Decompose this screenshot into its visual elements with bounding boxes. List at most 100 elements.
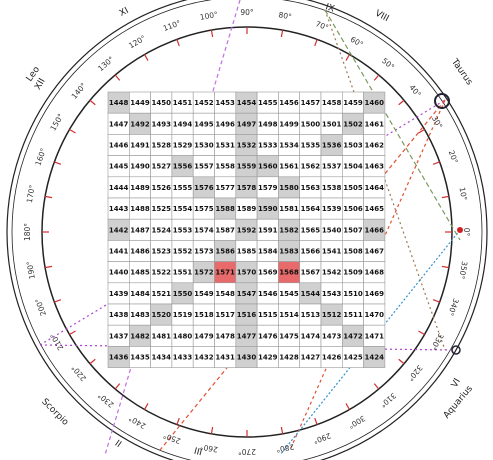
cell-number: 1457	[301, 99, 321, 107]
cell-number: 1474	[301, 332, 321, 340]
cell-number: 1429	[258, 354, 278, 362]
cell-number: 1571	[215, 269, 235, 277]
cell-number: 1452	[194, 99, 214, 107]
cell-number: 1510	[343, 290, 363, 298]
cell-number: 1549	[194, 290, 214, 298]
outer-ring	[6, 0, 488, 460]
degree-tick	[54, 161, 62, 165]
cell-number: 1508	[343, 248, 363, 256]
cell-number: 1484	[130, 290, 150, 298]
house-label: VI	[450, 377, 463, 390]
cell-number: 1475	[279, 332, 299, 340]
degree-label: 180°	[23, 223, 32, 241]
cell-number: 1466	[365, 226, 385, 234]
house-label: XI	[118, 6, 130, 19]
degree-tick	[69, 128, 76, 134]
cell-number: 1516	[237, 311, 257, 319]
cell-number: 1480	[173, 332, 193, 340]
cell-number: 1513	[301, 311, 321, 319]
cell-number: 1521	[152, 290, 172, 298]
degree-label: 100°	[199, 10, 219, 22]
degree-label: 170°	[25, 184, 37, 204]
cell-number: 1584	[258, 248, 278, 256]
cell-number: 1558	[215, 163, 235, 171]
degree-tick	[398, 358, 405, 365]
cell-number: 1487	[130, 226, 150, 234]
cell-number: 1522	[152, 269, 172, 277]
degree-label: 190°	[25, 260, 37, 280]
cell-number: 1515	[258, 311, 278, 319]
cell-number: 1535	[301, 142, 321, 150]
cell-number: 1557	[194, 163, 214, 171]
degree-tick	[398, 99, 405, 106]
planet-marker	[451, 345, 461, 355]
degree-tick	[176, 39, 180, 47]
degree-tick	[69, 330, 76, 336]
cell-number: 1567	[301, 269, 321, 277]
cell-number: 1546	[258, 290, 278, 298]
degree-label: 350°	[457, 260, 469, 280]
house-label: XII	[33, 77, 47, 92]
cell-number: 1453	[215, 99, 235, 107]
cell-number: 1588	[215, 205, 235, 213]
aspect-line	[324, 9, 461, 241]
cell-number: 1503	[343, 142, 363, 150]
outer-ring-inner	[11, 0, 483, 460]
sign-label: Taurus	[449, 57, 475, 88]
degree-tick	[432, 299, 440, 303]
cell-number: 1576	[194, 184, 214, 192]
cell-number: 1442	[109, 226, 129, 234]
cell-number: 1460	[365, 99, 385, 107]
cell-number: 1574	[194, 226, 214, 234]
cell-number: 1518	[194, 311, 214, 319]
cell-number: 1463	[365, 163, 385, 171]
cell-number: 1524	[152, 226, 172, 234]
cell-number: 1501	[322, 120, 342, 128]
cell-number: 1541	[322, 248, 342, 256]
degree-label: 140°	[70, 81, 89, 101]
cell-number: 1540	[322, 226, 342, 234]
cell-number: 1514	[279, 311, 299, 319]
cell-number: 1481	[152, 332, 172, 340]
degree-label: 230°	[96, 391, 116, 410]
cell-number: 1427	[301, 354, 321, 362]
cell-number: 1498	[258, 120, 278, 128]
house-label: IX	[324, 2, 335, 14]
cell-number: 1461	[365, 120, 385, 128]
cell-number: 1507	[343, 226, 363, 234]
degree-label: 110°	[162, 18, 182, 33]
aspect-line	[289, 99, 446, 451]
cell-number: 1556	[173, 163, 193, 171]
cell-number: 1530	[194, 142, 214, 150]
cell-number: 1495	[194, 120, 214, 128]
cell-number: 1472	[343, 332, 363, 340]
degree-tick	[314, 417, 318, 425]
degree-label: 160°	[33, 147, 48, 167]
degree-label: 280°	[275, 442, 295, 454]
cell-number: 1568	[279, 269, 299, 277]
cell-number: 1525	[152, 205, 172, 213]
degree-label: 50°	[380, 56, 396, 72]
cell-number: 1496	[215, 120, 235, 128]
cell-number: 1473	[322, 332, 342, 340]
cell-number: 1509	[343, 269, 363, 277]
cell-number: 1591	[258, 226, 278, 234]
cell-number: 1523	[152, 248, 172, 256]
house-label: III	[193, 447, 203, 459]
cell-number: 1585	[237, 248, 257, 256]
cell-number: 1537	[322, 163, 342, 171]
cell-number: 1476	[258, 332, 278, 340]
cell-number: 1575	[194, 205, 214, 213]
degree-tick	[314, 39, 318, 47]
cell-number: 1538	[322, 184, 342, 192]
degree-label: 290°	[312, 431, 332, 446]
degree-tick	[89, 358, 96, 365]
cell-number: 1428	[279, 354, 299, 362]
degree-label: 260°	[199, 442, 219, 454]
house-label: VIII	[373, 9, 390, 24]
cell-number: 1449	[130, 99, 150, 107]
degree-tick	[280, 426, 284, 434]
cell-number: 1579	[258, 184, 278, 192]
cell-number: 1587	[215, 226, 235, 234]
cell-number: 1570	[237, 269, 257, 277]
